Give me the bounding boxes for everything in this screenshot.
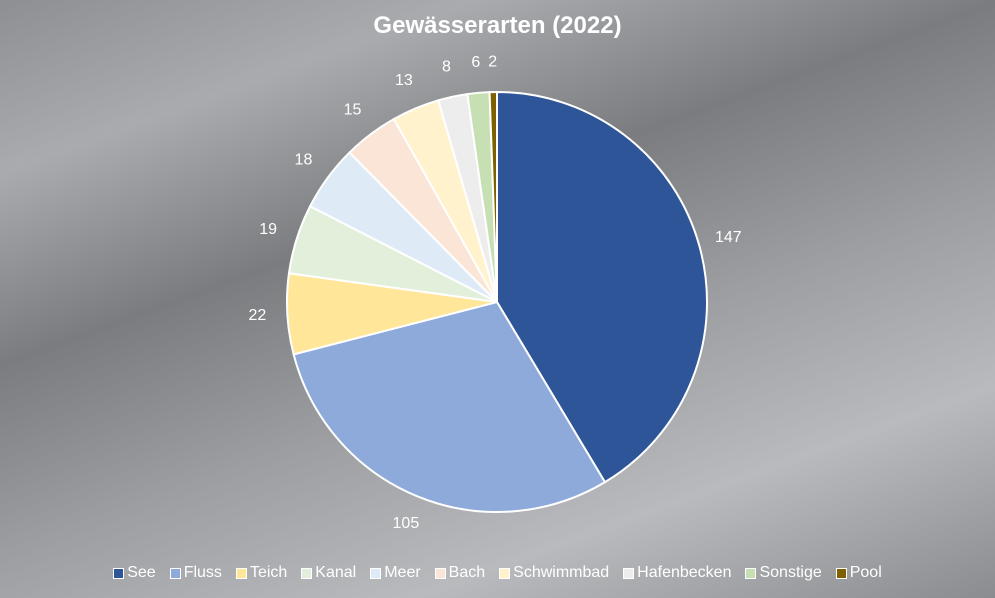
- legend-label: Teich: [249, 564, 288, 581]
- legend-swatch: [434, 567, 446, 579]
- legend-item-meer: Meer: [370, 564, 421, 582]
- legend-item-bach: Bach: [434, 564, 486, 582]
- legend-item-kanal: Kanal: [301, 564, 356, 582]
- legend-swatch: [235, 567, 247, 579]
- legend-item-teich: Teich: [235, 564, 288, 582]
- legend-label: Fluss: [183, 564, 222, 581]
- legend-swatch: [370, 567, 382, 579]
- legend-label: Meer: [384, 564, 421, 581]
- chart-legend: See Fluss Teich Kanal Meer Bach Schwimmbad Hafe…: [0, 564, 995, 582]
- legend-label: Sonstige: [759, 564, 822, 581]
- data-label-meer: 18: [295, 151, 313, 168]
- data-label-bach: 15: [344, 102, 362, 119]
- legend-item-fluss: Fluss: [169, 564, 222, 582]
- legend-swatch: [835, 567, 847, 579]
- data-label-pool: 2: [488, 53, 497, 70]
- legend-swatch: [301, 567, 313, 579]
- legend-label: Kanal: [315, 564, 357, 581]
- data-label-teich: 22: [249, 307, 267, 324]
- pie-slice-see: [496, 90, 708, 484]
- data-label-fluss: 105: [393, 515, 420, 532]
- legend-swatch: [745, 567, 757, 579]
- legend-swatch: [499, 567, 511, 579]
- data-label-hafenbecken: 8: [442, 59, 451, 76]
- legend-item-schwimmbad: Schwimmbad: [499, 564, 609, 582]
- legend-swatch: [169, 567, 181, 579]
- legend-swatch: [623, 567, 635, 579]
- pie-slice-fluss: [292, 300, 607, 513]
- legend-item-see: See: [113, 564, 156, 582]
- legend-label: Bach: [448, 564, 486, 581]
- data-label-schwimmbad: 13: [395, 72, 413, 89]
- legend-item-pool: Pool: [835, 564, 882, 582]
- legend-label: Schwimmbad: [513, 564, 610, 581]
- legend-swatch: [113, 567, 125, 579]
- legend-item-hafenbecken: Hafenbecken: [623, 564, 731, 582]
- legend-label: See: [127, 564, 156, 581]
- data-label-kanal: 19: [259, 221, 277, 238]
- data-label-see: 147: [715, 229, 742, 246]
- chart-title: Gewässerarten (2022): [373, 12, 622, 39]
- legend-label: Pool: [849, 564, 882, 581]
- legend-label: Hafenbecken: [637, 564, 732, 581]
- data-label-sonstige: 6: [471, 54, 480, 71]
- pie-slice-pool: [488, 90, 498, 303]
- legend-item-sonstige: Sonstige: [745, 564, 822, 582]
